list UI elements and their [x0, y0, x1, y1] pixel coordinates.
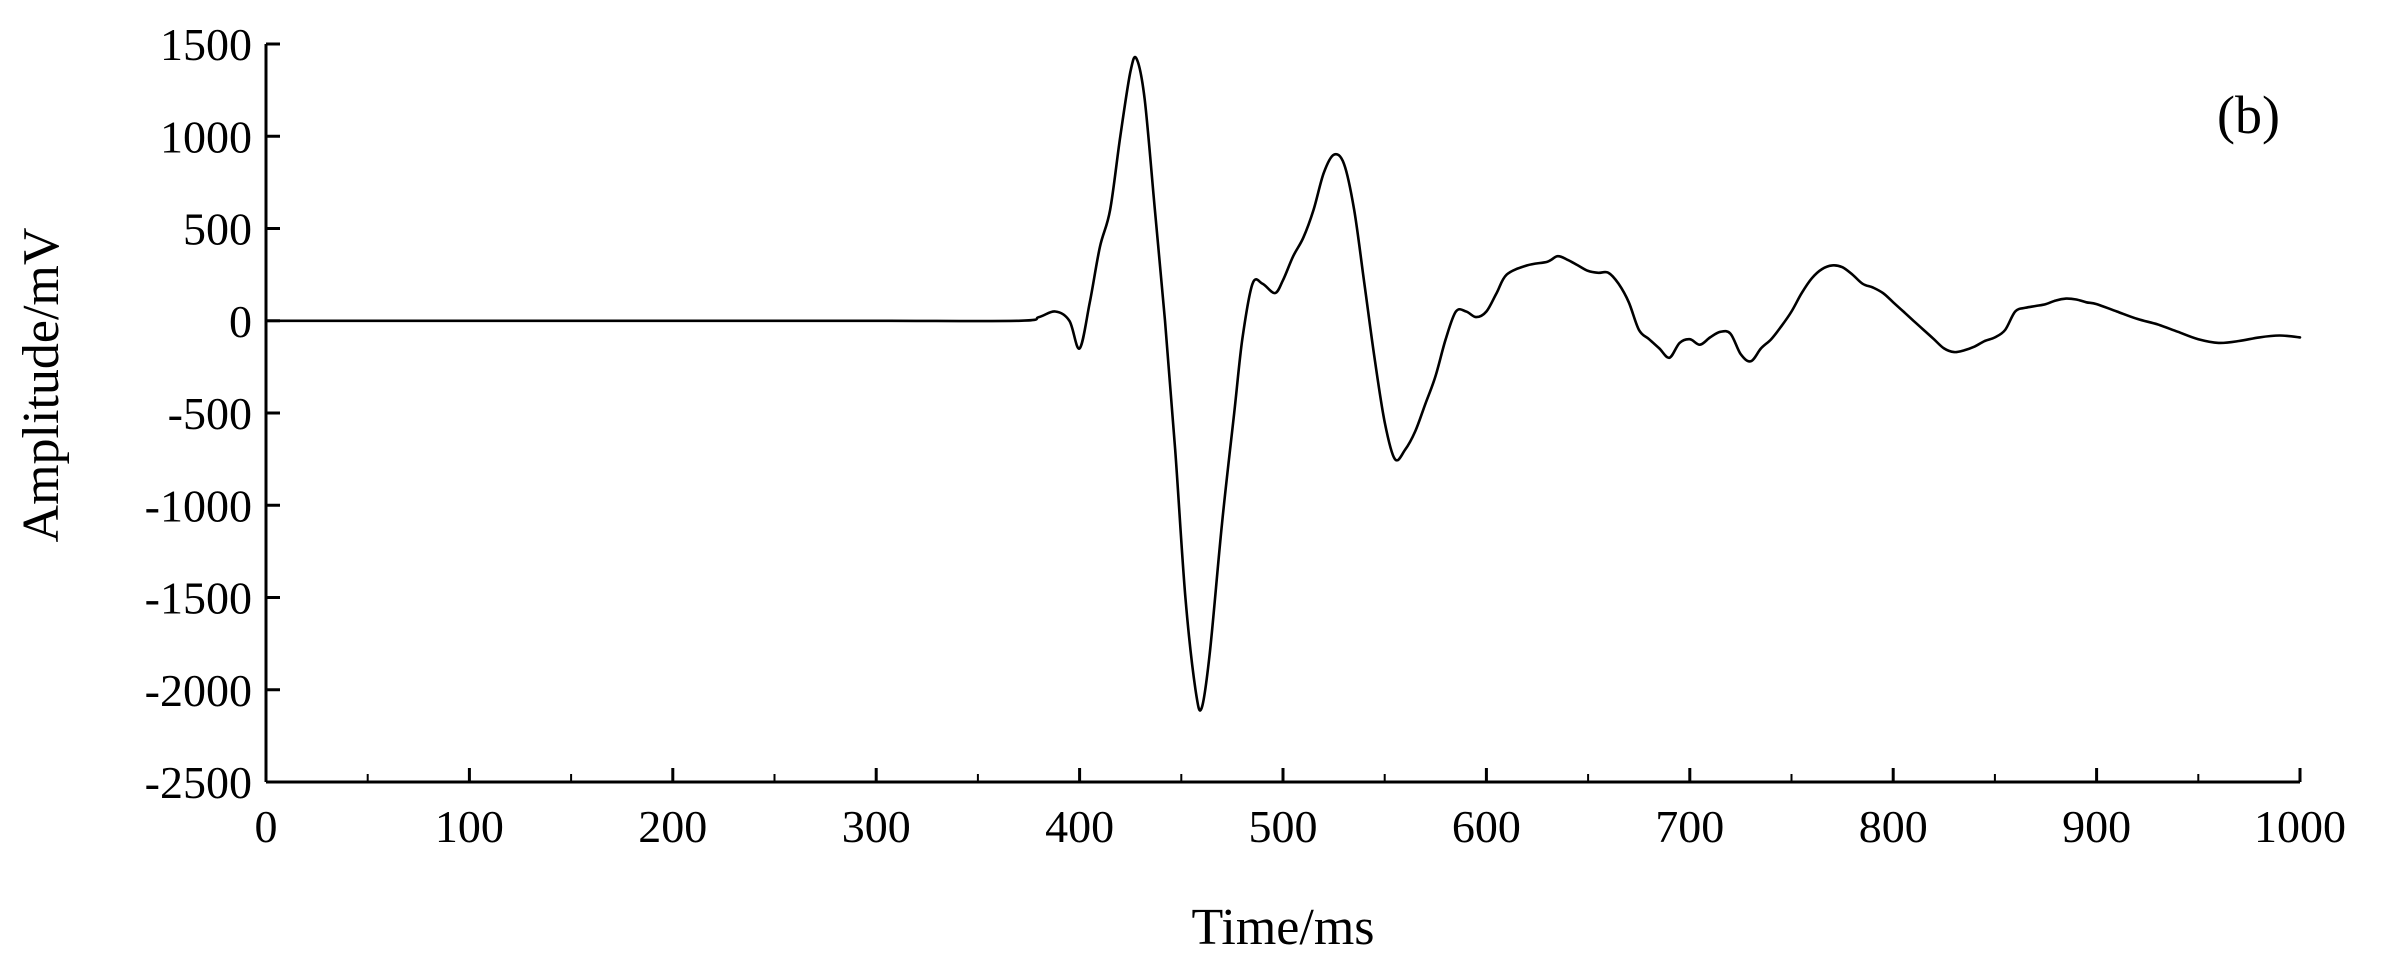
y-tick-label: 1000	[160, 111, 252, 162]
y-tick-label: -1000	[145, 480, 252, 531]
panel-label: (b)	[2217, 85, 2280, 145]
x-tick-label: 600	[1452, 801, 1521, 852]
x-tick-label: 700	[1655, 801, 1724, 852]
y-tick-label: 0	[229, 296, 252, 347]
x-tick-label: 0	[255, 801, 278, 852]
y-tick-label: 500	[183, 204, 252, 255]
y-ticks: 1500 1000 500 0 -500 -1000 -1500 -2000 -2500	[145, 19, 280, 808]
x-tick-label: 400	[1045, 801, 1114, 852]
x-tick-label: 1000	[2254, 801, 2346, 852]
y-axis: 1500 1000 500 0 -500 -1000 -1500 -2000 -2500	[145, 19, 280, 808]
y-tick-label: -500	[168, 388, 252, 439]
x-tick-label: 900	[2062, 801, 2131, 852]
y-tick-label: -1500	[145, 573, 252, 624]
x-tick-label: 200	[638, 801, 707, 852]
x-tick-label: 100	[435, 801, 504, 852]
x-axis-title: Time/ms	[1191, 899, 1374, 956]
y-tick-label: -2500	[145, 757, 252, 808]
y-axis-title: Amplitude/mV	[13, 228, 70, 543]
x-tick-label: 500	[1249, 801, 1318, 852]
x-tick-label: 300	[842, 801, 911, 852]
x-axis: 0 100 200 300 400 500 600 700 800 900 1000	[255, 768, 2346, 852]
x-tick-label: 800	[1859, 801, 1928, 852]
y-tick-label: 1500	[160, 19, 252, 70]
y-tick-label: -2000	[145, 665, 252, 716]
x-ticks: 0 100 200 300 400 500 600 700 800 900 1000	[255, 768, 2346, 852]
series-line	[264, 55, 2302, 712]
